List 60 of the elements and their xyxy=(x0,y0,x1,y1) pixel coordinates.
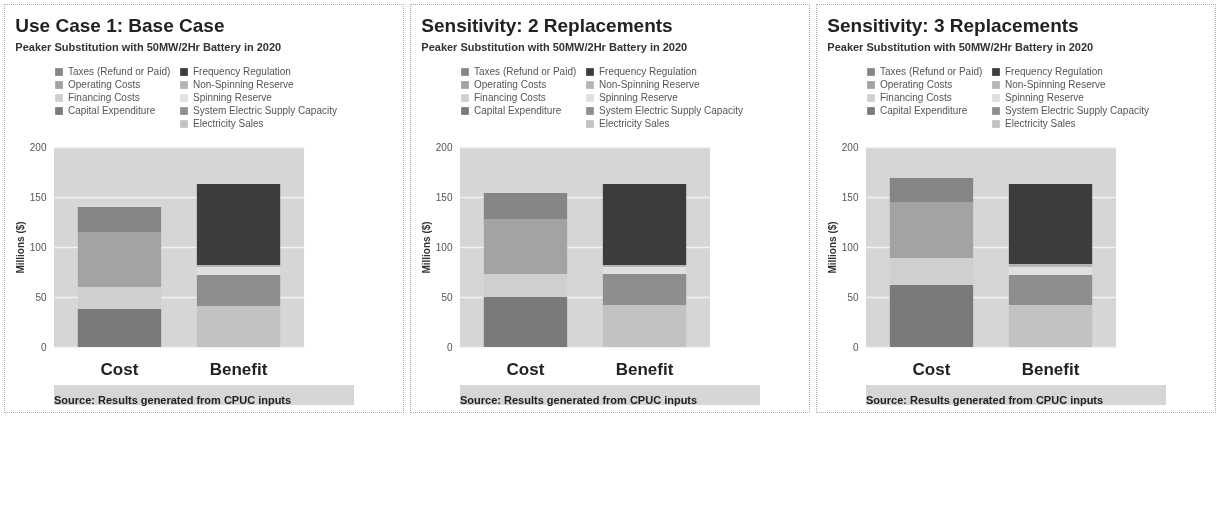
chart-title: Sensitivity: 2 Replacements xyxy=(421,15,673,36)
y-tick-label: 0 xyxy=(40,341,47,353)
legend-label: Financing Costs xyxy=(68,92,140,103)
x-tick-label: Benefit xyxy=(615,359,674,379)
chart-title: Sensitivity: 3 Replacements xyxy=(827,15,1079,36)
y-tick-label: 100 xyxy=(29,241,47,253)
legend-label: Spinning Reserve xyxy=(193,92,273,103)
legend-label: Taxes (Refund or Paid) xyxy=(880,66,983,77)
legend-label: Taxes (Refund or Paid) xyxy=(474,66,577,77)
legend-label: Non-Spinning Reserve xyxy=(599,79,701,90)
chart-subtitle: Peaker Substitution with 50MW/2Hr Battery in 2020 xyxy=(15,41,282,53)
y-tick-label: 150 xyxy=(29,191,47,203)
legend-label: Operating Costs xyxy=(880,79,953,90)
y-tick-label: 150 xyxy=(435,191,453,203)
legend-label: Spinning Reserve xyxy=(1005,92,1085,103)
legend-label: Financing Costs xyxy=(880,92,952,103)
y-axis-title: Millions ($) xyxy=(826,221,838,274)
legend-label: Taxes (Refund or Paid) xyxy=(68,66,171,77)
y-tick-label: 200 xyxy=(435,141,453,153)
y-axis-title: Millions ($) xyxy=(14,221,26,274)
x-tick-label: Cost xyxy=(912,359,951,379)
legend-label: Frequency Regulation xyxy=(599,66,697,77)
legend-label: Capital Expenditure xyxy=(474,105,562,116)
y-tick-label: 0 xyxy=(852,341,859,353)
y-tick-label: 0 xyxy=(446,341,453,353)
y-tick-label: 50 xyxy=(35,291,47,303)
x-tick-label: Cost xyxy=(506,359,545,379)
legend-label: Non-Spinning Reserve xyxy=(1005,79,1107,90)
chart-subtitle: Peaker Substitution with 50MW/2Hr Battery in 2020 xyxy=(827,41,1094,53)
y-tick-label: 150 xyxy=(841,191,859,203)
legend-label: Operating Costs xyxy=(474,79,547,90)
y-tick-label: 50 xyxy=(847,291,859,303)
source-note: Source: Results generated from CPUC inputs xyxy=(460,394,698,406)
source-note: Source: Results generated from CPUC inputs xyxy=(866,394,1104,406)
chart-title: Use Case 1: Base Case xyxy=(15,15,225,36)
legend-label: Frequency Regulation xyxy=(1005,66,1103,77)
legend-label: Electricity Sales xyxy=(193,118,264,129)
legend-label: Financing Costs xyxy=(474,92,546,103)
y-tick-label: 100 xyxy=(435,241,453,253)
y-tick-label: 50 xyxy=(441,291,453,303)
y-tick-label: 100 xyxy=(841,241,859,253)
chart-subtitle: Peaker Substitution with 50MW/2Hr Battery in 2020 xyxy=(421,41,688,53)
legend-label: System Electric Supply Capacity xyxy=(599,105,743,116)
legend-label: System Electric Supply Capacity xyxy=(1005,105,1149,116)
x-tick-label: Benefit xyxy=(1021,359,1080,379)
y-tick-label: 200 xyxy=(29,141,47,153)
legend-label: Frequency Regulation xyxy=(193,66,291,77)
x-tick-label: Cost xyxy=(100,359,139,379)
y-tick-label: 200 xyxy=(841,141,859,153)
legend-label: Capital Expenditure xyxy=(68,105,156,116)
legend-label: Electricity Sales xyxy=(599,118,670,129)
legend-label: Operating Costs xyxy=(68,79,141,90)
legend-label: Capital Expenditure xyxy=(880,105,968,116)
legend-label: System Electric Supply Capacity xyxy=(193,105,337,116)
y-axis-title: Millions ($) xyxy=(420,221,432,274)
source-note: Source: Results generated from CPUC inputs xyxy=(54,394,292,406)
x-tick-label: Benefit xyxy=(209,359,268,379)
legend-label: Non-Spinning Reserve xyxy=(193,79,295,90)
legend-label: Spinning Reserve xyxy=(599,92,679,103)
legend-label: Electricity Sales xyxy=(1005,118,1076,129)
